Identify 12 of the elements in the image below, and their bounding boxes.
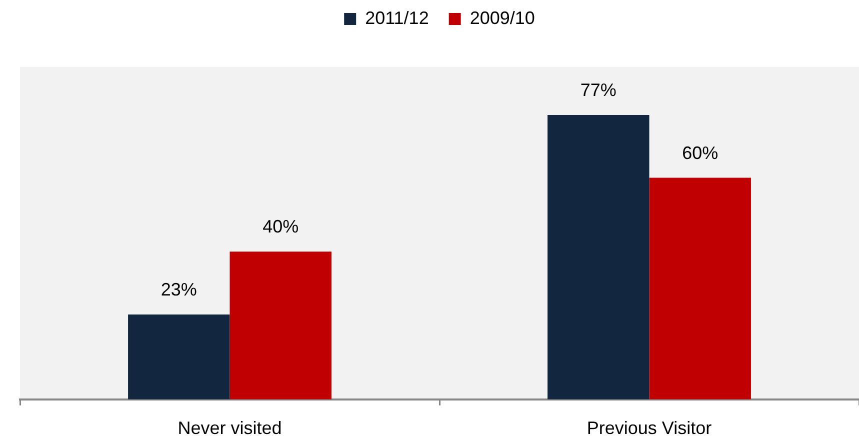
x-tick-label: Never visited (178, 418, 282, 438)
data-label: 23% (160, 279, 197, 300)
data-label: 77% (580, 80, 616, 100)
bar (128, 314, 230, 400)
legend-label: 2009/10 (470, 8, 535, 28)
data-label: 60% (682, 142, 718, 163)
bar (548, 115, 650, 400)
data-label: 40% (262, 216, 299, 237)
legend-label: 2011/12 (365, 8, 429, 28)
bar (230, 252, 332, 400)
x-tick-label: Previous Visitor (586, 418, 712, 438)
bar (649, 178, 751, 400)
